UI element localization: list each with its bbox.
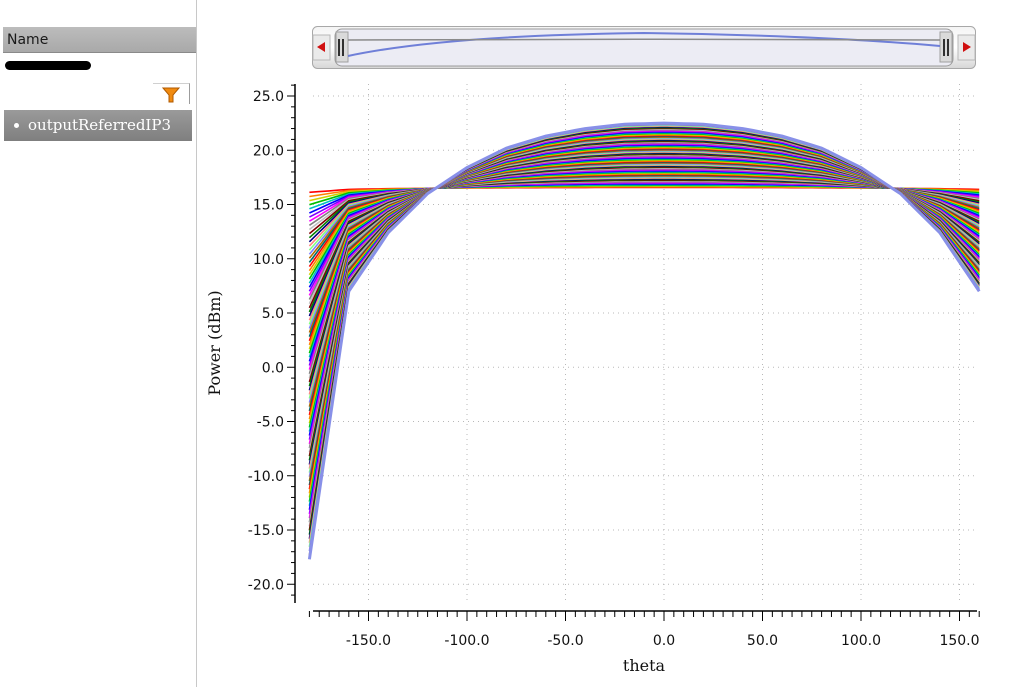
x-tick-label: 150.0 [939, 633, 979, 649]
y-tick-label: 0.0 [262, 360, 284, 376]
overview-right-arrow-button[interactable] [957, 34, 976, 61]
name-column-header[interactable]: Name [3, 27, 196, 53]
filter-button[interactable] [153, 83, 190, 104]
funnel-icon [162, 87, 180, 103]
x-axis-label: theta [623, 656, 666, 675]
tree-item-label: outputReferredIP3 [28, 116, 171, 134]
expand-bullet-icon[interactable] [14, 123, 19, 128]
y-tick-label: -15.0 [248, 523, 284, 539]
arrow-left-icon [317, 42, 325, 52]
tree-item-outputreferredip3[interactable]: outputReferredIP3 [4, 110, 192, 141]
y-tick-label: 20.0 [253, 143, 284, 159]
overview-left-drag-handle[interactable] [335, 31, 349, 63]
y-tick-label: -10.0 [248, 469, 284, 485]
y-tick-label: 10.0 [253, 252, 284, 268]
drag-handle-icon [943, 39, 949, 56]
x-tick-label: 100.0 [841, 633, 881, 649]
y-tick-label: -20.0 [248, 577, 284, 593]
x-tick-label: -50.0 [547, 633, 583, 649]
overview-mini-curves [347, 38, 941, 41]
drag-handle-icon [338, 39, 344, 56]
y-tick-label: -5.0 [257, 415, 284, 431]
curve-family-layer [307, 121, 981, 560]
overview-right-drag-handle[interactable] [939, 31, 953, 63]
y-tick-label: 5.0 [262, 306, 284, 322]
x-tick-label: 50.0 [747, 633, 778, 649]
y-tick-label: 25.0 [253, 89, 284, 105]
redacted-text-bar [5, 61, 91, 70]
x-tick-label: -100.0 [444, 633, 489, 649]
x-tick-label: 0.0 [653, 633, 675, 649]
power-curve [307, 121, 981, 560]
grid-layer [313, 84, 977, 603]
y-tick-label: 15.0 [253, 198, 284, 214]
overview-scrollbar[interactable] [312, 26, 976, 69]
overview-left-arrow-button[interactable] [312, 34, 331, 61]
signal-browser-panel: Name outputReferredIP3 [0, 0, 197, 687]
axis-layer: 25.0 20.0 15.0 10.0 5.0 0.0 -5.0 -10.0 -15.0 -20.… [248, 84, 980, 649]
arrow-right-icon [963, 42, 971, 52]
x-tick-label: -150.0 [346, 633, 391, 649]
y-axis-label: Power (dBm) [205, 290, 224, 395]
